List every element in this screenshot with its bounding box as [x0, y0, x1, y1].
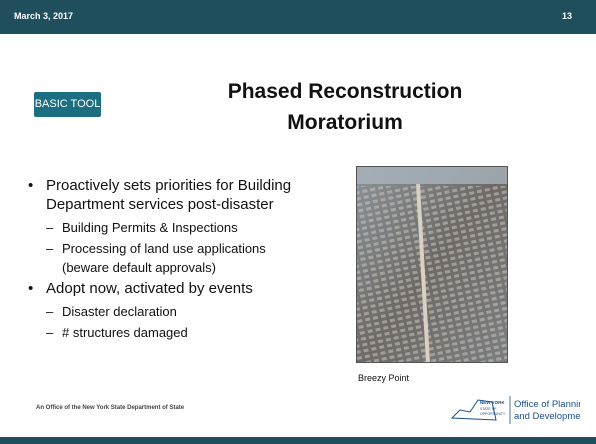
logo-office: Office of Planning: [514, 399, 580, 410]
top-bar: March 3, 2017 13: [0, 0, 596, 34]
logo-state: NEW YORK: [480, 400, 505, 405]
date: March 3, 2017: [14, 11, 74, 21]
photo-caption: Breezy Point: [358, 373, 410, 383]
photo: [356, 166, 508, 363]
title-line: Phased Reconstruction: [227, 80, 463, 103]
logo-state: OPPORTUNITY: [480, 412, 506, 416]
footer-text: An Office of the New York State Departme…: [36, 405, 185, 411]
logo-state: STATE OF: [480, 407, 497, 411]
badge: BASIC TOOL: [34, 92, 101, 117]
sub-bullet: Processing of land use applications (bew…: [28, 239, 312, 277]
bottom-bar: [0, 437, 596, 444]
logo-office: and Development: [514, 411, 580, 422]
title-line: Moratorium: [287, 111, 403, 134]
bullet: Proactively sets priorities for Building…: [28, 176, 336, 214]
title: Phased Reconstruction Moratorium: [180, 76, 510, 138]
sub-bullet: # structures damaged: [28, 323, 348, 342]
page-number: 13: [561, 11, 572, 21]
sub-bullet: Disaster declaration: [28, 302, 348, 321]
bullet: Adopt now, activated by events: [28, 279, 348, 298]
sub-bullet: Building Permits & Inspections: [28, 218, 348, 237]
logo: NEW YORK STATE OF OPPORTUNITY Office of …: [450, 396, 580, 424]
bullet-list: Proactively sets priorities for Building…: [28, 176, 348, 344]
